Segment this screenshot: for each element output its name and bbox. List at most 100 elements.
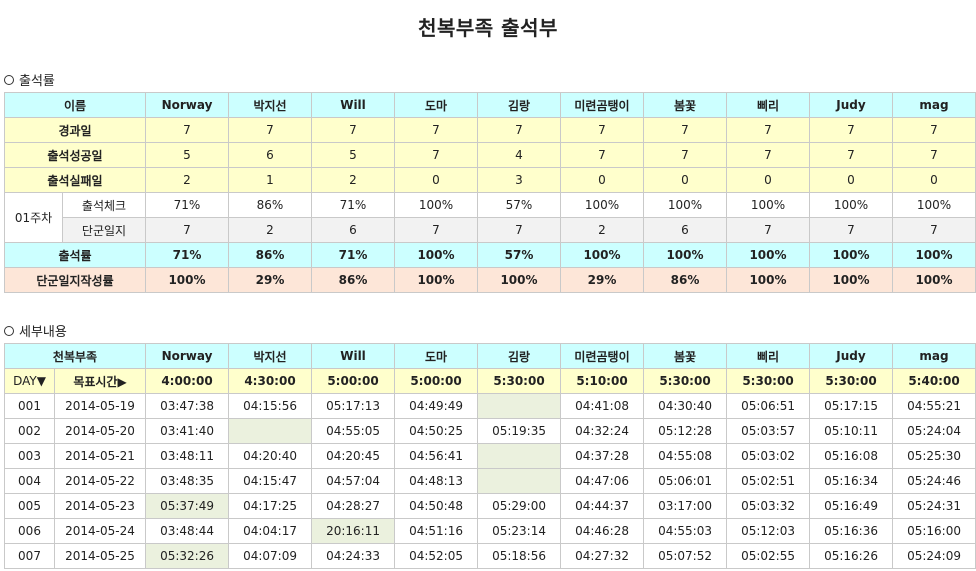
time-cell: 05:02:55 [726, 543, 811, 569]
summary-value-cell: 7 [311, 117, 395, 143]
time-cell: 03:41:40 [145, 418, 230, 444]
day-number-cell: 006 [4, 518, 55, 544]
week-row-label-cell: 출석체크 [62, 192, 146, 218]
time-cell: 04:32:24 [560, 418, 645, 444]
time-cell: 05:24:31 [892, 493, 976, 519]
time-cell: 04:57:04 [311, 468, 396, 494]
time-cell: 04:55:03 [643, 518, 728, 544]
name-header-cell: 이름 [4, 92, 146, 118]
week-label-cell: 01주차 [4, 192, 63, 243]
target-time-cell: 5:30:00 [477, 368, 562, 394]
target-time-cell: 5:10:00 [560, 368, 645, 394]
time-cell: 04:55:08 [643, 443, 728, 469]
missed-time-cell: 05:32:26 [145, 543, 230, 569]
detail-header-row: 천복부족 Norway 박지선 Will 도마 김랑 미련곰탱이 봄꽃 삐리 Judy mag [3, 343, 976, 369]
week-value-cell: 7 [145, 217, 229, 243]
journal-value-cell: 29% [560, 267, 644, 293]
circle-icon [4, 74, 14, 85]
week-value-cell: 71% [311, 192, 395, 218]
summary-value-cell: 0 [394, 167, 478, 193]
week-value-cell: 100% [726, 192, 810, 218]
time-cell: 04:17:25 [228, 493, 313, 519]
week-value-cell: 86% [228, 192, 312, 218]
member-name-header: Will [311, 343, 396, 369]
summary-value-cell: 6 [228, 142, 312, 168]
missed-time-cell: 05:37:49 [145, 493, 230, 519]
journal-value-cell: 100% [892, 267, 976, 293]
summary-value-cell: 7 [643, 142, 727, 168]
summary-section-label: 출석률 [19, 74, 55, 89]
time-cell: 03:48:11 [145, 443, 230, 469]
detail-section-label: 세부내용 [19, 325, 67, 340]
summary-value-cell: 4 [477, 142, 561, 168]
summary-value-cell: 0 [726, 167, 810, 193]
time-cell: 04:15:56 [228, 393, 313, 419]
time-cell: 04:30:40 [643, 393, 728, 419]
time-cell: 05:24:04 [892, 418, 976, 444]
week-value-cell: 7 [726, 217, 810, 243]
summary-value-cell: 0 [560, 167, 644, 193]
time-cell: 04:52:05 [394, 543, 479, 569]
time-cell: 05:23:14 [477, 518, 562, 544]
journal-value-cell: 100% [477, 267, 561, 293]
date-cell: 2014-05-25 [53, 543, 147, 569]
week-value-cell: 100% [892, 192, 976, 218]
journal-value-cell: 100% [145, 267, 229, 293]
summary-row: 경과일 7 7 7 7 7 7 7 7 7 7 [4, 117, 976, 143]
member-name-header: 도마 [394, 92, 478, 118]
detail-row: 005 2014-05-23 05:37:49 04:17:25 04:28:27 04:… [4, 493, 976, 519]
time-cell: 05:29:00 [477, 493, 562, 519]
member-name-header: 박지선 [228, 92, 312, 118]
time-cell: 05:16:49 [809, 493, 894, 519]
week-value-cell: 7 [892, 217, 976, 243]
detail-row: 001 2014-05-19 03:47:38 04:15:56 05:17:13 04:… [4, 393, 976, 419]
time-cell: 05:16:36 [809, 518, 894, 544]
summary-value-cell: 7 [892, 142, 976, 168]
time-cell: 04:27:32 [560, 543, 645, 569]
week-row: 단군일지 7 2 6 7 7 2 6 7 7 7 [5, 217, 976, 243]
time-cell: 04:15:47 [228, 468, 313, 494]
rate-value-cell: 100% [892, 242, 976, 268]
rate-value-cell: 71% [311, 242, 395, 268]
group-label-cell: 천복부족 [3, 343, 147, 369]
time-cell: 04:50:25 [394, 418, 479, 444]
date-cell: 2014-05-22 [53, 468, 147, 494]
time-cell: 05:24:46 [892, 468, 976, 494]
rate-value-cell: 100% [809, 242, 893, 268]
summary-value-cell: 7 [892, 117, 976, 143]
target-label-cell: 목표시간▶ [53, 368, 147, 394]
target-time-cell: 4:30:00 [228, 368, 313, 394]
member-name-header: mag [892, 343, 976, 369]
summary-value-cell: 3 [477, 167, 561, 193]
time-cell: 04:55:05 [311, 418, 396, 444]
member-name-header: 도마 [394, 343, 479, 369]
day-number-cell: 001 [4, 393, 55, 419]
detail-row: 007 2014-05-25 05:32:26 04:07:09 04:24:33 04:… [4, 543, 976, 569]
summary-value-cell: 2 [311, 167, 395, 193]
member-name-header: mag [892, 92, 976, 118]
journal-value-cell: 100% [394, 267, 478, 293]
time-cell: 04:20:40 [228, 443, 313, 469]
day-number-cell: 005 [4, 493, 55, 519]
week-value-cell: 7 [477, 217, 561, 243]
day-number-cell: 002 [4, 418, 55, 444]
summary-value-cell: 7 [394, 117, 478, 143]
time-cell: 04:47:06 [560, 468, 645, 494]
summary-value-cell: 7 [477, 117, 561, 143]
rate-value-cell: 100% [394, 242, 478, 268]
time-cell: 04:04:17 [228, 518, 313, 544]
row-label-cell: 출석성공일 [4, 142, 146, 168]
member-name-header: Norway [145, 92, 229, 118]
time-cell: 05:24:09 [892, 543, 976, 569]
member-name-header: 박지선 [228, 343, 313, 369]
time-cell: 04:44:37 [560, 493, 645, 519]
week-value-cell: 100% [643, 192, 727, 218]
target-time-cell: 5:30:00 [726, 368, 811, 394]
time-cell: 05:17:13 [311, 393, 396, 419]
target-time-row: DAY▼ 목표시간▶ 4:00:00 4:30:00 5:00:00 5:00:00 5:3… [4, 368, 976, 394]
missed-time-cell [477, 468, 562, 494]
week-value-cell: 100% [560, 192, 644, 218]
time-cell: 05:03:32 [726, 493, 811, 519]
journal-value-cell: 29% [228, 267, 312, 293]
time-cell: 04:07:09 [228, 543, 313, 569]
